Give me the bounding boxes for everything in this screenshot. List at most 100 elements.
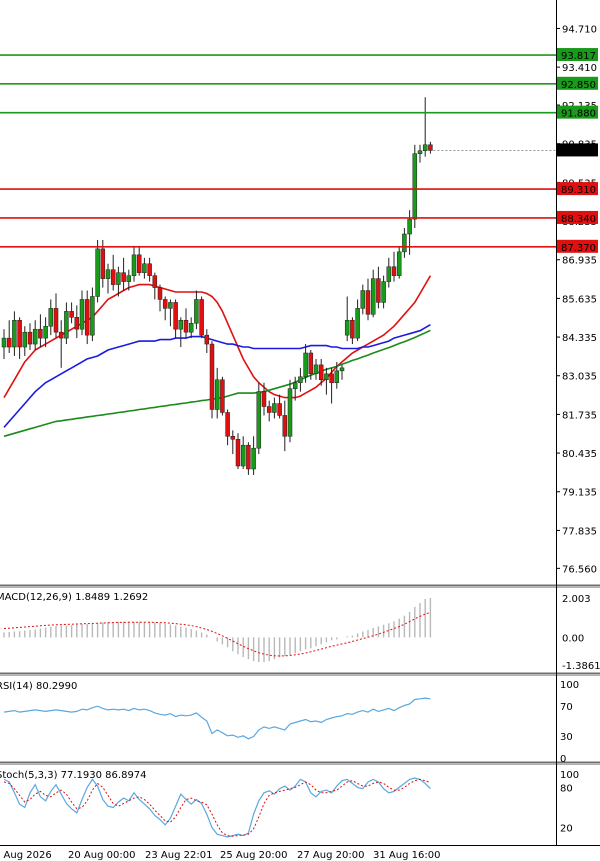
macd-tick-label: 2.003 <box>562 594 591 605</box>
candle-body <box>240 444 246 467</box>
candle-body <box>84 299 90 336</box>
candle-body <box>105 269 111 279</box>
time-tick-label: 8 Aug 2026 <box>0 850 52 861</box>
candle-body <box>136 254 142 273</box>
candle-body <box>147 263 152 276</box>
candle-body <box>162 299 168 309</box>
level-label: 88.340 <box>561 214 596 225</box>
candle-body <box>58 331 64 339</box>
level-label: 87.370 <box>561 243 596 254</box>
candle-body <box>90 296 95 336</box>
macd-tick-label: -1.3861 <box>562 661 600 672</box>
candle-body <box>292 382 298 389</box>
candle-body <box>183 320 189 333</box>
macd-label: MACD(12,26,9) 1.8489 1.2692 <box>0 592 148 603</box>
rsi-tick-label: 100 <box>560 680 579 691</box>
candle-body <box>38 328 43 339</box>
candle-body <box>220 379 225 413</box>
candle-body <box>344 320 350 336</box>
rsi-tick-label: 0 <box>560 754 566 765</box>
candle-body <box>194 299 199 324</box>
candle-body <box>287 388 293 437</box>
candle-body <box>110 269 116 285</box>
rsi-label: RSI(14) 80.2990 <box>0 681 77 692</box>
stoch-tick-label: 100 <box>560 770 579 781</box>
candle-body <box>303 352 308 378</box>
price-tick-label: 77.835 <box>562 526 597 537</box>
candle-body <box>282 415 288 437</box>
candle-body <box>261 391 267 407</box>
level-label-bg <box>557 182 598 196</box>
rsi-tick-label: 70 <box>560 702 573 713</box>
candle-body <box>256 391 262 449</box>
candle-body <box>100 248 106 279</box>
level-label-bg <box>557 48 598 62</box>
candle-body <box>422 144 428 151</box>
candle-body <box>168 302 173 309</box>
time-tick-label: 27 Aug 20:00 <box>297 850 364 861</box>
candle-body <box>116 272 121 285</box>
candle-body <box>329 373 334 383</box>
candle-body <box>324 373 329 381</box>
level-label: 93.817 <box>561 51 596 62</box>
candle-body <box>17 320 22 348</box>
candle-body <box>27 331 33 345</box>
candle-body <box>313 364 319 375</box>
last-price-label-bg <box>557 143 598 157</box>
candle-body <box>339 367 345 372</box>
level-label-bg <box>557 105 598 119</box>
candle-body <box>318 364 324 381</box>
price-tick-label: 86.935 <box>562 256 597 267</box>
level-label-bg <box>557 210 598 224</box>
time-tick-label: 31 Aug 16:00 <box>373 850 440 861</box>
candle-body <box>407 218 412 235</box>
price-tick-label: 79.135 <box>562 488 597 499</box>
candle-body <box>417 150 423 154</box>
level-label-bg <box>557 239 598 253</box>
candle-body <box>126 275 132 282</box>
candle-body <box>214 379 220 410</box>
candle-body <box>95 248 100 297</box>
candle-body <box>381 281 386 303</box>
candle-body <box>142 263 147 273</box>
candle-body <box>53 308 59 333</box>
candle-body <box>365 290 371 315</box>
candle-body <box>360 290 366 309</box>
candle-body <box>246 444 251 470</box>
price-tick-label: 84.335 <box>562 333 597 344</box>
candle-body <box>350 320 355 339</box>
candle-body <box>355 308 360 339</box>
macd-signal-line <box>3 611 431 657</box>
time-tick-label: 25 Aug 20:00 <box>220 850 287 861</box>
candle-body <box>69 311 74 318</box>
candle-body <box>298 376 303 383</box>
moving-average-line <box>3 324 431 428</box>
stoch-tick-label: 80 <box>560 783 573 794</box>
candle-body <box>204 334 210 345</box>
candle-body <box>225 412 230 437</box>
macd-tick-label: 0.00 <box>562 633 584 644</box>
price-tick-label: 93.410 <box>562 63 597 74</box>
candle-body <box>199 299 204 336</box>
candle-body <box>370 278 376 315</box>
candle-body <box>428 144 433 151</box>
candle-body <box>402 233 407 253</box>
candle-body <box>272 403 277 413</box>
candle-body <box>178 320 184 330</box>
rsi-line <box>3 697 431 740</box>
candle-body <box>412 153 418 220</box>
candle-body <box>48 308 54 327</box>
candle-body <box>12 320 17 348</box>
level-label: 89.310 <box>561 185 596 196</box>
stoch-tick-label: 20 <box>560 824 573 835</box>
stoch-d-line <box>3 778 431 837</box>
candle-body <box>6 337 12 348</box>
rsi-tick-label: 30 <box>560 732 573 743</box>
last-price-label: 90.610 <box>561 146 596 157</box>
candle-body <box>386 266 392 282</box>
candle-body <box>1 337 7 348</box>
candle-body <box>308 352 314 375</box>
candle-body <box>188 322 194 333</box>
